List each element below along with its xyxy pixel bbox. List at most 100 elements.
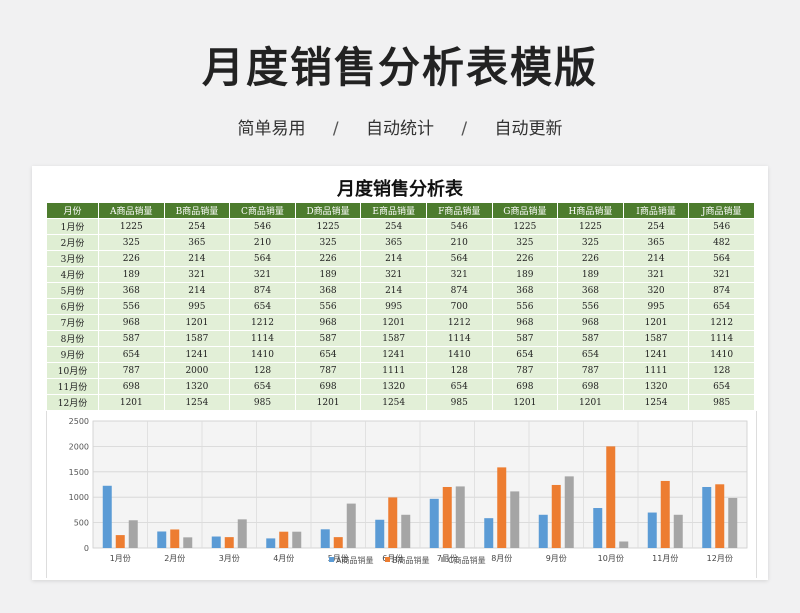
value-cell: 214: [163, 282, 231, 299]
table-row: 7月份 968 1201 1212 968 1201 1212 968 968 1201 1212: [46, 314, 755, 331]
value-cell: 700: [425, 298, 493, 315]
month-cell: 1月份: [46, 218, 99, 235]
month-cell: 9月份: [46, 346, 99, 363]
value-cell: 546: [229, 218, 296, 235]
value-cell: 698: [294, 378, 362, 395]
value-cell: 226: [98, 250, 165, 267]
value-cell: 556: [294, 298, 362, 315]
value-cell: 1225: [294, 218, 362, 235]
value-cell: 189: [294, 266, 362, 283]
value-cell: 1320: [163, 378, 231, 395]
value-cell: 214: [360, 250, 427, 267]
column-header-product: F商品销量: [425, 202, 493, 219]
value-cell: 1201: [491, 394, 559, 411]
bar-a: [266, 538, 276, 548]
table-header-row: 月份 A商品销量 B商品销量 C商品销量 D商品销量 E商品销量 F商品销量 G商品销量 H商品…: [46, 202, 755, 219]
bar-b: [606, 446, 616, 548]
value-cell: 874: [688, 282, 755, 299]
x-tick-label: 6月份: [382, 553, 403, 563]
bar-a: [320, 529, 330, 548]
value-cell: 587: [294, 330, 362, 347]
value-cell: 787: [557, 362, 624, 379]
table-row: 4月份 189 321 321 189 321 321 189 189 321 321: [46, 266, 755, 283]
bar-a: [484, 518, 494, 548]
value-cell: 654: [294, 346, 362, 363]
x-tick-label: 12月份: [707, 553, 733, 563]
table-row: 6月份 556 995 654 556 995 700 556 556 995 654: [46, 298, 755, 315]
value-cell: 787: [491, 362, 559, 379]
y-tick-label: 2000: [69, 442, 89, 451]
bar-c: [619, 541, 629, 548]
value-cell: 1114: [425, 330, 493, 347]
month-cell: 3月份: [46, 250, 99, 267]
sales-chart: 0 500 1000 1500 2000 2500 1月份 2月份 3月份 4月份 5月份 6月份 7月…: [46, 411, 757, 578]
bar-b: [715, 484, 725, 548]
value-cell: 654: [98, 346, 165, 363]
column-header-product: A商品销量: [98, 202, 165, 219]
value-cell: 189: [491, 266, 559, 283]
value-cell: 365: [163, 234, 231, 251]
value-cell: 368: [491, 282, 559, 299]
value-cell: 546: [688, 218, 755, 235]
value-cell: 874: [425, 282, 493, 299]
value-cell: 995: [360, 298, 427, 315]
bar-a: [211, 536, 221, 548]
value-cell: 128: [425, 362, 493, 379]
month-cell: 4月份: [46, 266, 99, 283]
value-cell: 1201: [360, 314, 427, 331]
value-cell: 995: [163, 298, 231, 315]
table-row: 11月份 698 1320 654 698 1320 654 698 698 1320 654: [46, 378, 755, 395]
value-cell: 226: [294, 250, 362, 267]
value-cell: 1201: [294, 394, 362, 411]
value-cell: 556: [557, 298, 624, 315]
y-tick-label: 1000: [69, 493, 89, 502]
value-cell: 1201: [622, 314, 690, 331]
value-cell: 1587: [622, 330, 690, 347]
y-tick-label: 2500: [69, 417, 89, 426]
value-cell: 1225: [557, 218, 624, 235]
bar-b: [224, 537, 234, 548]
tag-separator: /: [461, 119, 468, 139]
bar-c: [183, 537, 193, 548]
bar-b: [551, 484, 561, 548]
value-cell: 985: [229, 394, 296, 411]
table-row: 3月份 226 214 564 226 214 564 226 226 214 564: [46, 250, 755, 267]
bar-b: [442, 486, 452, 548]
bar-a: [593, 508, 603, 548]
bar-c: [237, 519, 247, 548]
bar-a: [647, 512, 657, 548]
table-row: 10月份 787 2000 128 787 1111 128 787 787 1111 128: [46, 362, 755, 379]
month-cell: 6月份: [46, 298, 99, 315]
value-cell: 1241: [163, 346, 231, 363]
month-cell: 2月份: [46, 234, 99, 251]
x-tick-label: 11月份: [652, 553, 678, 563]
value-cell: 1587: [360, 330, 427, 347]
bar-b: [333, 537, 343, 548]
bar-c: [346, 503, 356, 548]
value-cell: 1201: [98, 394, 165, 411]
tag-auto-update: 自动更新: [494, 119, 563, 139]
value-cell: 368: [98, 282, 165, 299]
value-cell: 1111: [360, 362, 427, 379]
bar-b: [279, 531, 289, 548]
x-tick-label: 1月份: [110, 553, 131, 563]
value-cell: 985: [688, 394, 755, 411]
month-cell: 8月份: [46, 330, 99, 347]
value-cell: 968: [491, 314, 559, 331]
legend-swatch: [385, 557, 390, 562]
value-cell: 321: [163, 266, 231, 283]
value-cell: 698: [98, 378, 165, 395]
value-cell: 321: [229, 266, 296, 283]
bar-c: [401, 514, 411, 548]
x-tick-label: 9月份: [546, 553, 567, 563]
x-tick-label: 7月份: [437, 553, 458, 563]
value-cell: 1114: [688, 330, 755, 347]
y-tick-label: 500: [74, 519, 89, 528]
tag-easy: 简单易用: [237, 119, 306, 139]
value-cell: 1254: [360, 394, 427, 411]
bar-a: [429, 498, 439, 548]
value-cell: 968: [98, 314, 165, 331]
value-cell: 587: [491, 330, 559, 347]
value-cell: 226: [491, 250, 559, 267]
column-header-product: J商品销量: [688, 202, 755, 219]
